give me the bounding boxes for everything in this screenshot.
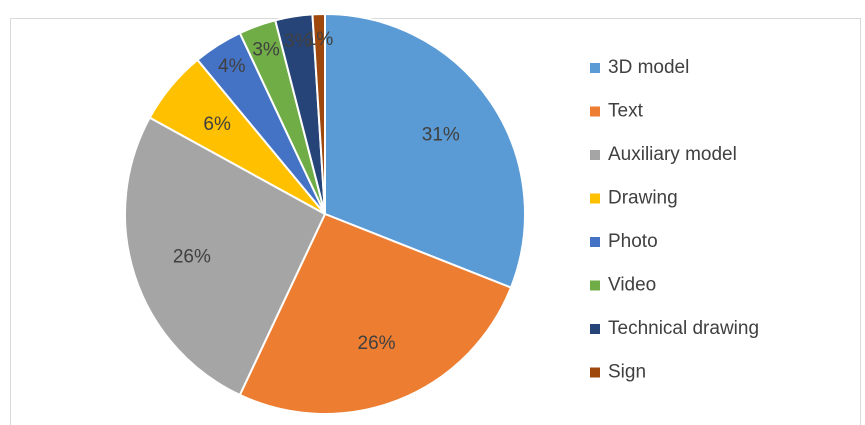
- data-label: 6%: [203, 114, 231, 135]
- data-label: 26%: [173, 246, 211, 267]
- legend-swatch: [590, 324, 600, 334]
- legend-swatch: [590, 367, 600, 378]
- legend-label: Auxiliary model: [608, 144, 737, 165]
- data-label: 3%: [284, 31, 312, 52]
- legend-label: Sign: [608, 362, 646, 383]
- pie-slice: [238, 212, 513, 415]
- data-label: 4%: [218, 56, 246, 77]
- pie-slice: [324, 12, 526, 289]
- pie-slice: [311, 12, 326, 215]
- data-label: 26%: [358, 333, 396, 354]
- chart-frame: [10, 18, 861, 425]
- data-label: 3%: [252, 39, 280, 60]
- legend-swatch: [590, 63, 600, 73]
- legend-swatch: [590, 193, 600, 204]
- legend-swatch: [590, 106, 600, 117]
- legend-swatch: [590, 237, 600, 247]
- legend-swatch: [590, 280, 600, 291]
- data-label: 31%: [422, 124, 460, 145]
- legend-label: Drawing: [608, 188, 678, 209]
- legend-label: Photo: [608, 231, 658, 252]
- legend-label: 3D model: [608, 57, 689, 78]
- legend-label: Technical drawing: [608, 318, 759, 339]
- legend-label: Text: [608, 101, 644, 122]
- data-label: 1%: [306, 29, 334, 50]
- legend-label: Video: [608, 275, 656, 296]
- legend-swatch: [590, 150, 600, 160]
